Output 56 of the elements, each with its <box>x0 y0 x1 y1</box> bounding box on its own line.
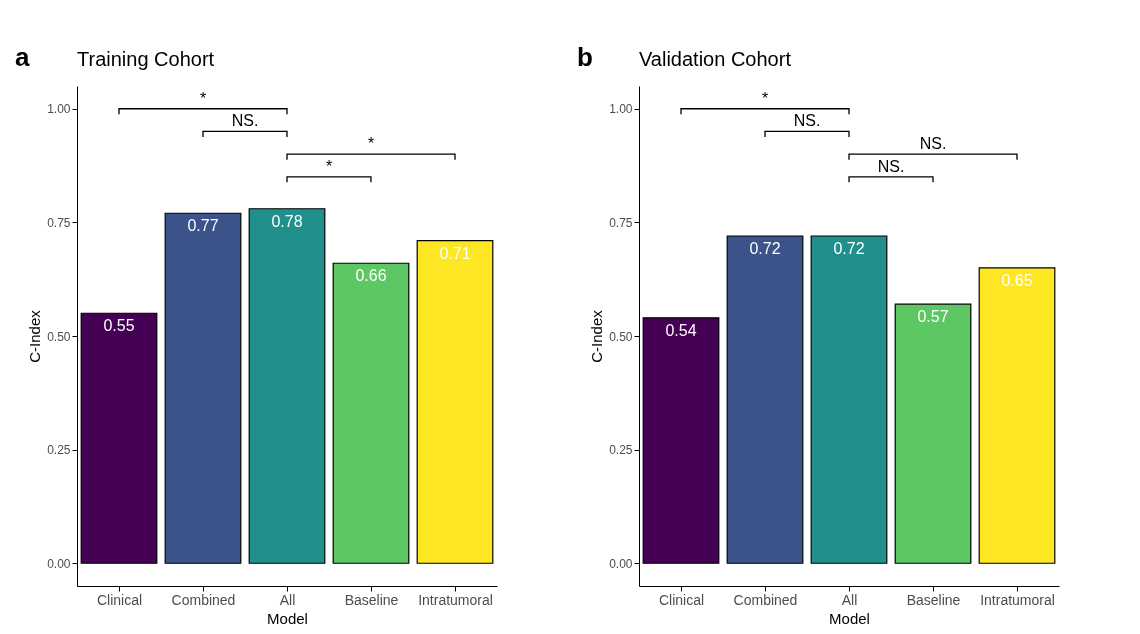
data-label: 0.57 <box>917 308 949 326</box>
data-label: 0.78 <box>271 212 303 230</box>
bar <box>978 267 1056 564</box>
y-tick-label: 0.75 <box>47 215 71 230</box>
annotation: * <box>325 157 333 175</box>
data-label: 0.72 <box>833 240 865 257</box>
data-label: 0.55 <box>103 317 135 335</box>
x-tick-label: Combined <box>733 591 798 608</box>
x-tick-label: All <box>841 591 858 608</box>
bar <box>642 317 720 564</box>
bar <box>164 212 242 564</box>
x-tick-label: Baseline <box>344 591 399 608</box>
bar <box>810 235 888 564</box>
annotation: * <box>761 89 769 107</box>
data-label: 0.77 <box>187 217 219 235</box>
x-axis-title: Model <box>267 609 308 627</box>
annotation: NS. <box>231 112 259 130</box>
y-tick-label: 0.00 <box>609 556 633 571</box>
x-tick-label: Baseline <box>906 591 961 608</box>
y-axis-title: C-Index <box>588 309 606 363</box>
data-label: 0.71 <box>439 244 471 262</box>
y-tick-label: 1.00 <box>47 102 71 117</box>
x-tick-label: Intratumoral <box>418 591 493 608</box>
bar <box>332 262 410 564</box>
text: b <box>577 42 593 72</box>
chart-title: Training Cohort <box>77 48 215 70</box>
bar <box>248 208 326 564</box>
annotation: * <box>199 89 207 107</box>
y-tick-label: 0.50 <box>47 329 71 344</box>
y-tick-label: 1.00 <box>609 102 633 117</box>
y-tick-label: 0.00 <box>47 556 71 571</box>
y-tick-label: 0.25 <box>47 443 71 458</box>
data-label: 0.65 <box>1001 271 1033 289</box>
y-axis-title: C-Index <box>26 309 44 363</box>
annotation: NS. <box>793 112 821 130</box>
annotation: NS. <box>877 157 905 175</box>
y-tick-label: 0.75 <box>609 215 633 230</box>
text: a <box>15 42 30 72</box>
x-axis-title: Model <box>829 609 870 627</box>
x-tick-label: Combined <box>171 591 236 608</box>
data-label: 0.54 <box>665 321 697 339</box>
annotation: NS. <box>919 135 947 153</box>
annotation: * <box>367 135 375 153</box>
x-tick-label: All <box>279 591 296 608</box>
bar <box>80 312 158 564</box>
x-tick-label: Clinical <box>658 591 705 608</box>
data-label: 0.72 <box>749 240 781 257</box>
x-tick-label: Clinical <box>96 591 143 608</box>
chart-title: Validation Cohort <box>639 48 792 70</box>
x-tick-label: Intratumoral <box>980 591 1055 608</box>
y-tick-label: 0.25 <box>609 443 633 458</box>
bar <box>726 235 804 564</box>
data-label: 0.66 <box>355 267 387 285</box>
bar <box>416 239 494 564</box>
bar <box>894 303 972 564</box>
y-tick-label: 0.50 <box>609 329 633 344</box>
